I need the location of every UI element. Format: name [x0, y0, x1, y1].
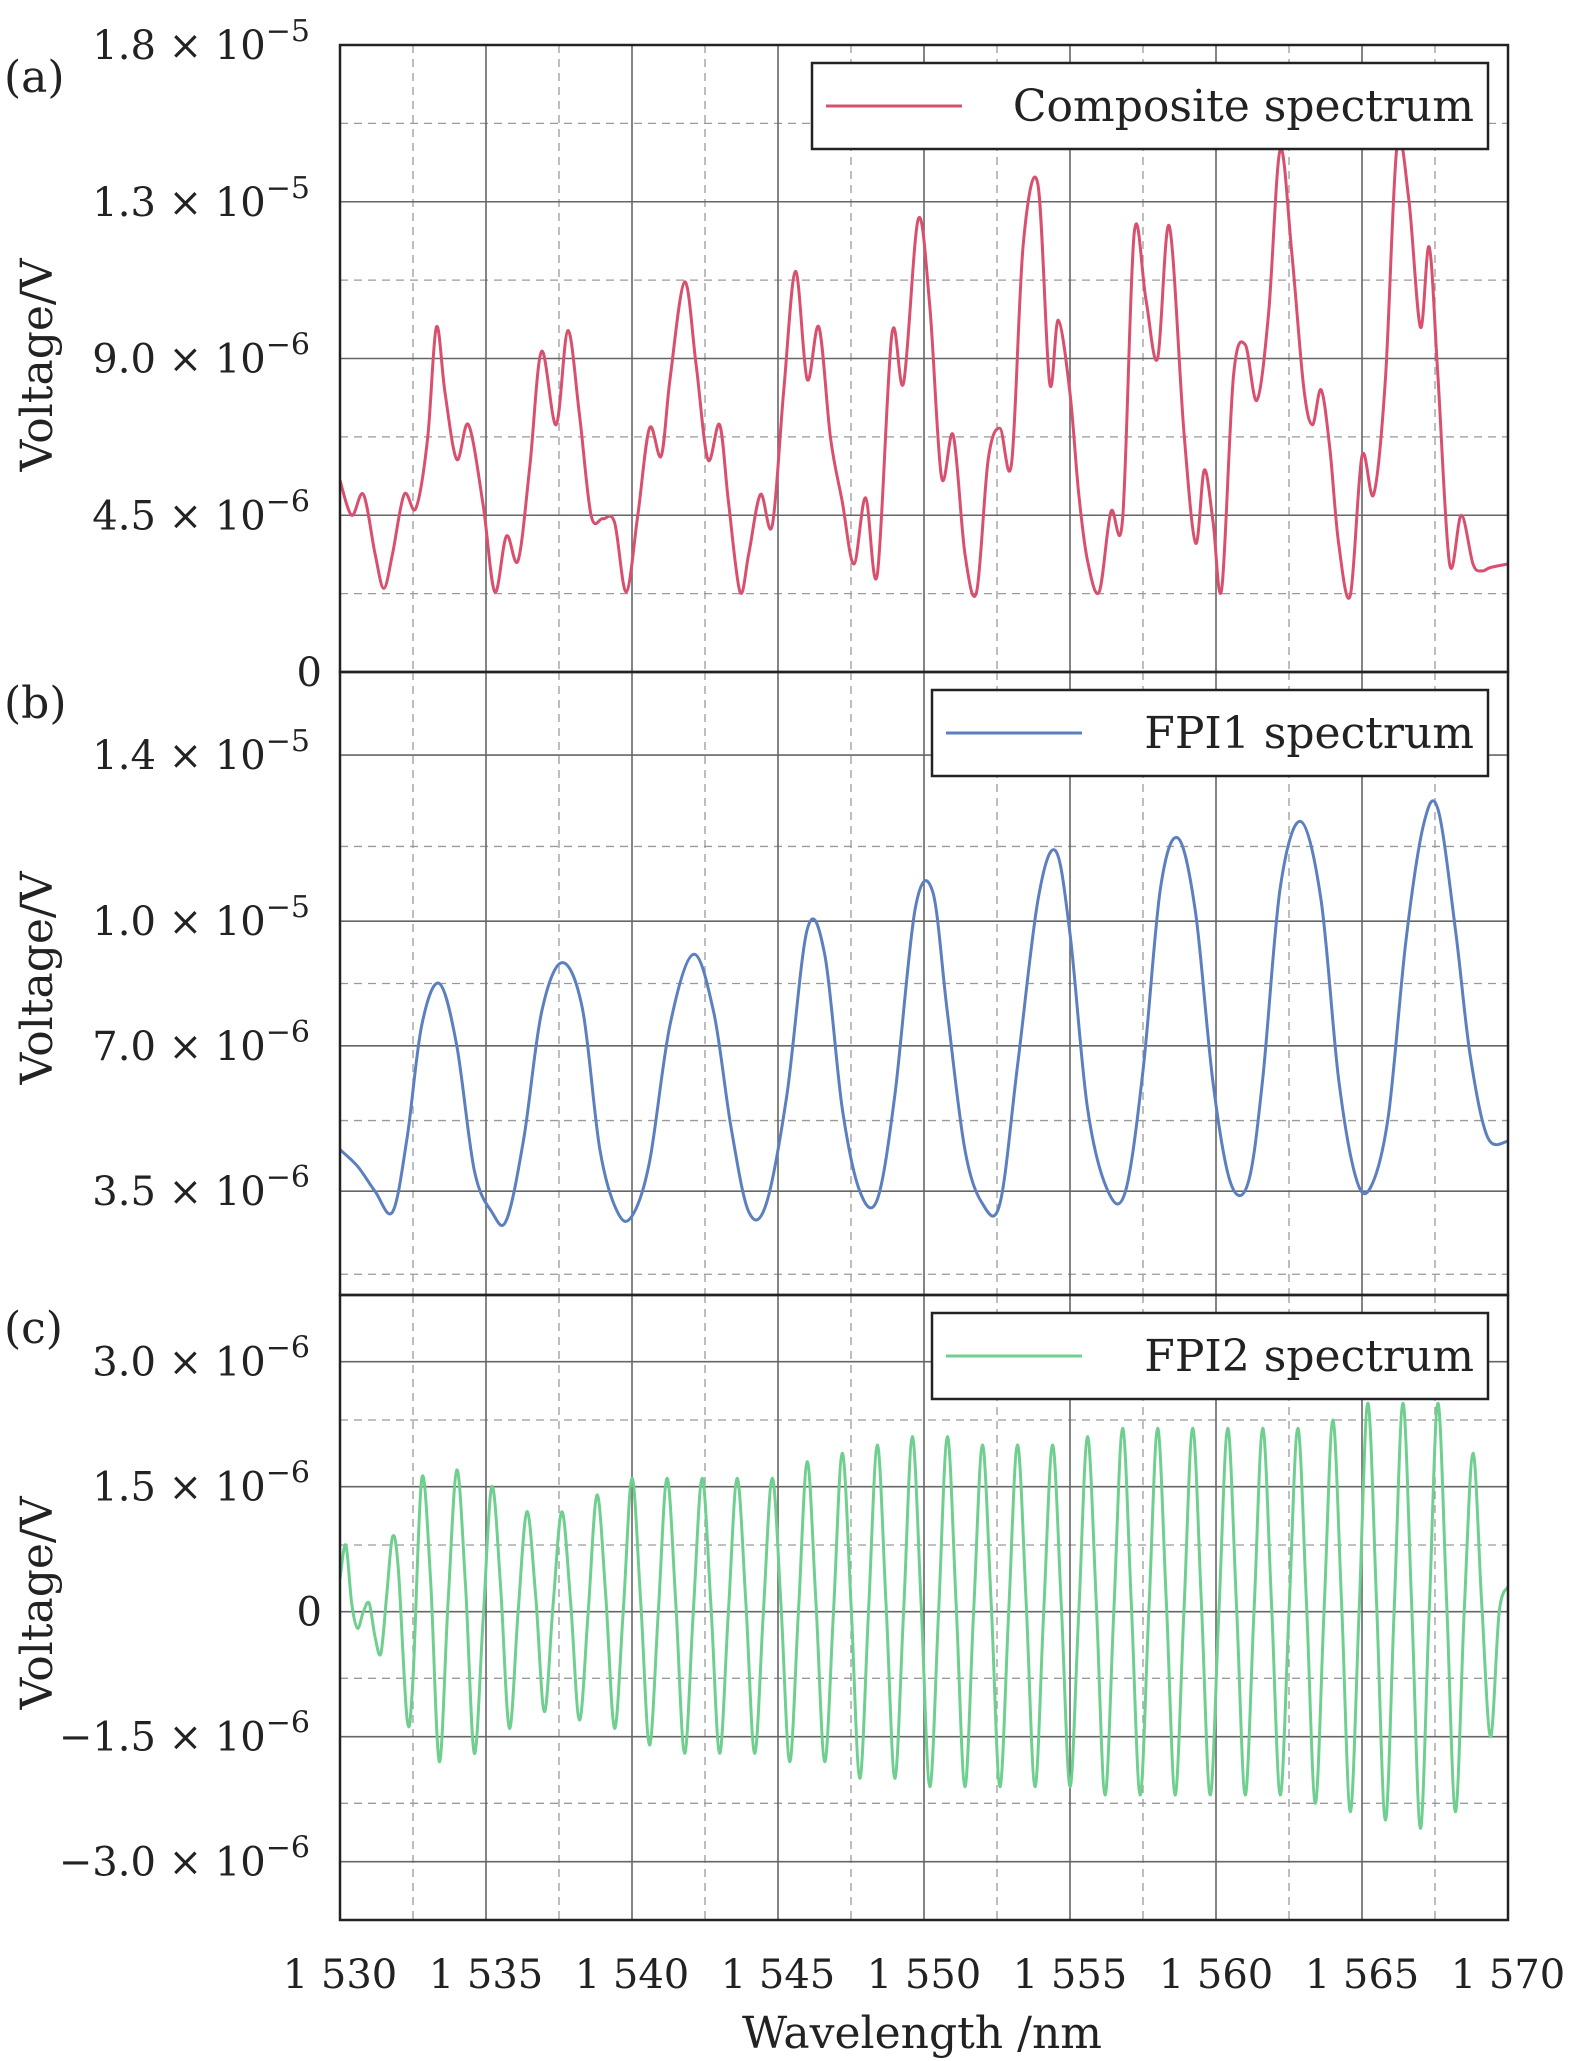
y-tick-label: 7.0 × 10−6: [92, 1015, 310, 1070]
y-axis-label-c: Voltage/V: [12, 1495, 63, 1710]
x-axis-label: Wavelength /nm: [742, 2008, 1102, 2059]
panel-a: (a) Voltage/V 0 4.5 × 10−6 9.0 × 10−6 1.3 ×…: [4, 14, 1510, 696]
y-tick-label: 1.8 × 10−5: [92, 14, 310, 69]
x-tick-label: 1 555: [1013, 1952, 1128, 1998]
x-tick-label: 1 550: [867, 1952, 982, 1998]
y-tick-label: 4.5 × 10−6: [92, 484, 310, 539]
legend-entry: FPI1 spectrum: [1144, 708, 1474, 759]
panel-b: (b) Voltage/V 3.5 × 10−6 7.0 × 10−6 1.0 × …: [4, 670, 1510, 1297]
y-tick-label: −3.0 × 10−6: [59, 1831, 310, 1886]
y-tick-label: 1.3 × 10−5: [92, 171, 310, 226]
y-axis-label-a: Voltage/V: [12, 257, 63, 472]
plot-frame: [338, 1293, 1510, 1922]
y-tick-label: −1.5 × 10−6: [59, 1706, 310, 1761]
x-tick-label: 1 530: [283, 1952, 398, 1998]
y-tick-label: 1.5 × 10−6: [92, 1456, 310, 1511]
series-line: [340, 135, 1508, 600]
x-tick-label: 1 570: [1451, 1952, 1566, 1998]
y-tick-label: 3.0 × 10−6: [92, 1331, 310, 1386]
y-tick-label: 9.0 × 10−6: [92, 328, 310, 383]
y-tick-label: 1.4 × 10−5: [92, 724, 310, 779]
x-tick-label: 1 560: [1159, 1952, 1274, 1998]
series-line: [340, 1401, 1508, 1830]
x-tick-label: 1 540: [575, 1952, 690, 1998]
legend-box: [810, 61, 1490, 151]
y-axis-label-b: Voltage/V: [12, 870, 63, 1085]
panel-label-a: (a): [4, 52, 65, 103]
panel-label-c: (c): [4, 1303, 63, 1354]
x-tick-label: 1 545: [721, 1952, 836, 1998]
y-tick-label: 0: [297, 1590, 322, 1636]
x-tick-labels: 1 530 1 535 1 540 1 545 1 550 1 555 1 560 1 565…: [283, 1952, 1566, 1998]
x-tick-label: 1 565: [1305, 1952, 1420, 1998]
y-tick-label: 0: [297, 650, 322, 696]
x-tick-label: 1 535: [429, 1952, 544, 1998]
panel-label-b: (b): [4, 678, 67, 729]
y-tick-label: 3.5 × 10−6: [92, 1160, 310, 1215]
legend-entry: FPI2 spectrum: [1144, 1331, 1474, 1382]
y-tick-label: 1.0 × 10−5: [92, 890, 310, 945]
panel-c: (c) Voltage/V −3.0 × 10−6 −1.5 × 10−6 0 1.5…: [4, 1293, 1510, 1922]
series-line: [340, 799, 1508, 1227]
legend-entry: Composite spectrum: [1013, 81, 1474, 132]
